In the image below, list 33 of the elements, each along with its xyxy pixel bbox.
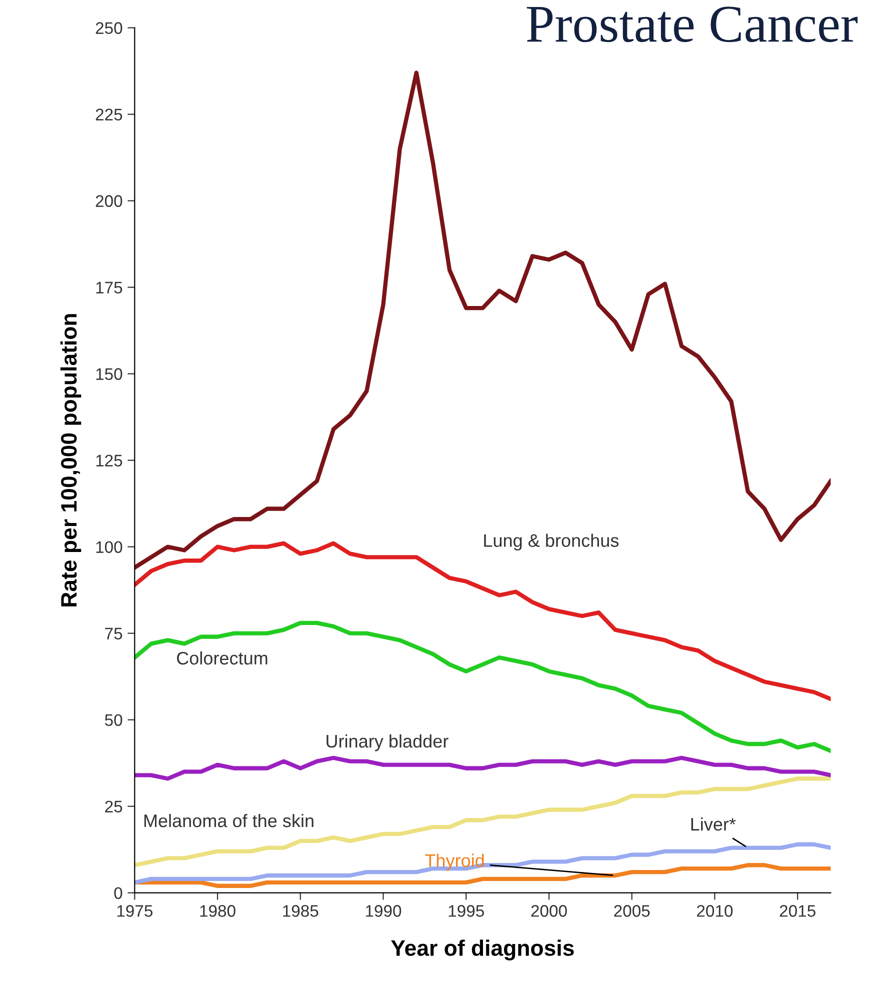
line-series [134,620,831,754]
x-tick-label: 1975 [117,905,152,917]
line-series [134,70,831,570]
series-label: Urinary bladder [326,734,448,752]
x-axis-title: Year of diagnosis [391,940,574,960]
chart-title: Prostate Cancer [526,6,858,42]
y-tick-label: 125 [96,454,122,466]
y-tick-label: 175 [96,282,122,294]
series-label: Liver* [691,817,736,831]
y-tick-label: 75 [105,628,122,640]
y-tick-label: 0 [114,887,122,900]
x-tick-label: 1980 [200,905,236,917]
x-tick-label: 2000 [531,905,567,917]
line-series [134,842,831,885]
y-tick-label: 225 [96,108,122,120]
y-tick-label: 50 [104,714,122,726]
y-tick-label: 200 [96,195,122,207]
y-tick-label: 150 [96,368,122,380]
series-label: Melanoma of the skin [144,814,314,828]
series-label: Lung & bronchus [484,534,619,551]
x-tick-label: 1985 [283,905,318,917]
line-series [134,756,831,781]
x-tick-label: 2005 [614,905,650,917]
y-tick-label: 100 [96,541,122,553]
y-axis-title: Rate per 100,000 population [60,314,82,606]
x-tick-label: 2010 [697,905,733,917]
x-tick-label: 1995 [448,905,484,917]
y-tick-label: 25 [105,800,122,812]
series-label: Thyroid [425,854,484,871]
y-tick-label: 250 [96,22,122,34]
series-label: Colorectum [176,651,268,665]
x-tick-label: 1990 [366,905,402,917]
x-tick-label: 2015 [780,905,816,917]
